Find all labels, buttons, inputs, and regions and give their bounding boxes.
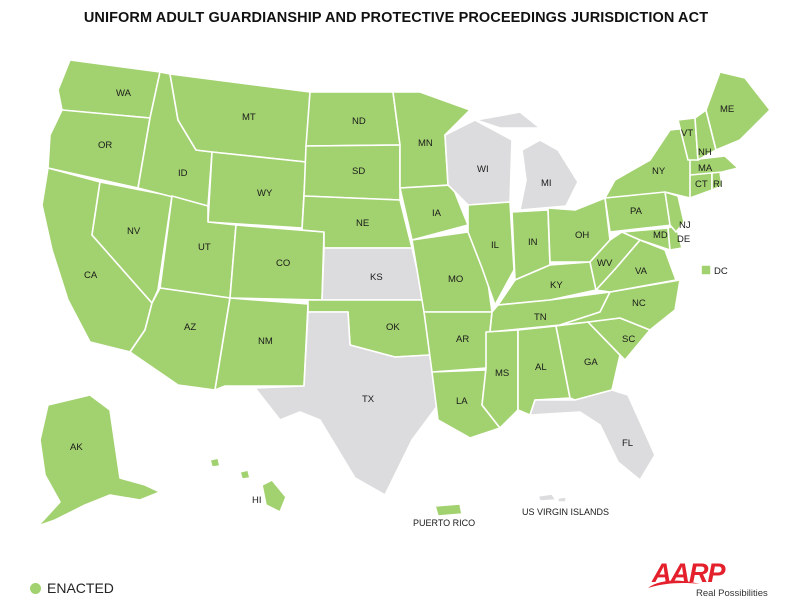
- state-nc[interactable]: [559, 279, 681, 331]
- label-ut: UT: [198, 242, 211, 253]
- state-hi[interactable]: [209, 457, 287, 513]
- label-me: ME: [720, 104, 734, 115]
- label-nd: ND: [352, 116, 366, 127]
- state-ak[interactable]: [37, 394, 161, 527]
- label-mo: MO: [448, 274, 463, 285]
- label-in: IN: [528, 237, 538, 248]
- label-la: LA: [456, 396, 468, 407]
- label-ky: KY: [550, 280, 563, 291]
- label-nv: NV: [127, 226, 141, 237]
- state-il[interactable]: [467, 201, 515, 306]
- label-id: ID: [178, 168, 188, 179]
- label-ma: MA: [698, 163, 713, 174]
- label-tx: TX: [362, 394, 375, 405]
- label-ga: GA: [584, 357, 598, 368]
- label-dc: DC: [714, 266, 728, 277]
- label-nh: NH: [698, 147, 712, 158]
- label-ak: AK: [70, 442, 83, 453]
- label-hi: HI: [252, 495, 262, 506]
- state-dc-swatch[interactable]: [700, 264, 712, 276]
- logo-wordmark: AARP: [652, 558, 726, 588]
- label-il: IL: [491, 240, 499, 251]
- legend: ENACTED: [30, 580, 114, 596]
- map-title: UNIFORM ADULT GUARDIANSHIP AND PROTECTIV…: [83, 10, 709, 26]
- state-fl[interactable]: [529, 389, 656, 481]
- label-al: AL: [535, 362, 547, 373]
- state-wi[interactable]: [444, 119, 513, 206]
- label-wa: WA: [116, 88, 132, 99]
- label-sc: SC: [622, 334, 635, 345]
- label-ar: AR: [456, 334, 469, 345]
- label-mt: MT: [242, 112, 256, 123]
- aarp-logo: AARP Real Possibilities: [646, 558, 776, 602]
- state-ny[interactable]: [604, 127, 693, 199]
- state-mi[interactable]: [475, 111, 579, 211]
- label-ia: IA: [432, 208, 442, 219]
- label-az: AZ: [184, 322, 196, 333]
- label-ks: KS: [370, 272, 383, 283]
- label-md: MD: [653, 230, 668, 241]
- label-fl: FL: [622, 438, 633, 449]
- state-ma[interactable]: [689, 155, 739, 176]
- label-wy: WY: [257, 188, 273, 199]
- label-wv: WV: [597, 258, 613, 269]
- label-wi: WI: [477, 164, 489, 175]
- label-puerto-rico: PUERTO RICO: [413, 518, 475, 528]
- label-ct: CT: [695, 179, 708, 190]
- state-wa[interactable]: [57, 59, 161, 119]
- label-mn: MN: [418, 138, 433, 149]
- legend-enacted-label: ENACTED: [47, 580, 114, 596]
- state-or[interactable]: [47, 109, 151, 189]
- label-de: DE: [677, 234, 690, 245]
- label-or: OR: [98, 140, 112, 151]
- label-ms: MS: [495, 368, 509, 379]
- state-me[interactable]: [705, 71, 771, 151]
- label-oh: OH: [575, 230, 589, 241]
- state-tx[interactable]: [254, 311, 439, 496]
- state-nm[interactable]: [214, 297, 309, 391]
- logo-tagline: Real Possibilities: [696, 588, 768, 599]
- label-us-virgin-islands: US VIRGIN ISLANDS: [522, 507, 609, 517]
- logo-swoosh-icon: [648, 580, 700, 588]
- label-nm: NM: [258, 336, 273, 347]
- label-pa: PA: [630, 206, 643, 217]
- label-va: VA: [635, 266, 648, 277]
- label-ok: OK: [386, 322, 400, 333]
- label-ne: NE: [356, 218, 369, 229]
- label-nc: NC: [632, 298, 646, 309]
- label-ny: NY: [652, 166, 666, 177]
- label-co: CO: [276, 258, 290, 269]
- label-ca: CA: [84, 270, 98, 281]
- label-sd: SD: [352, 166, 365, 177]
- label-tn: TN: [534, 312, 547, 323]
- territory-pr[interactable]: [434, 503, 463, 517]
- label-ri: RI: [713, 179, 723, 190]
- label-nj: NJ: [679, 220, 691, 231]
- legend-enacted-dot: [30, 582, 41, 594]
- territory-vi[interactable]: [537, 493, 567, 503]
- label-mi: MI: [541, 178, 552, 189]
- label-vt: VT: [681, 128, 693, 139]
